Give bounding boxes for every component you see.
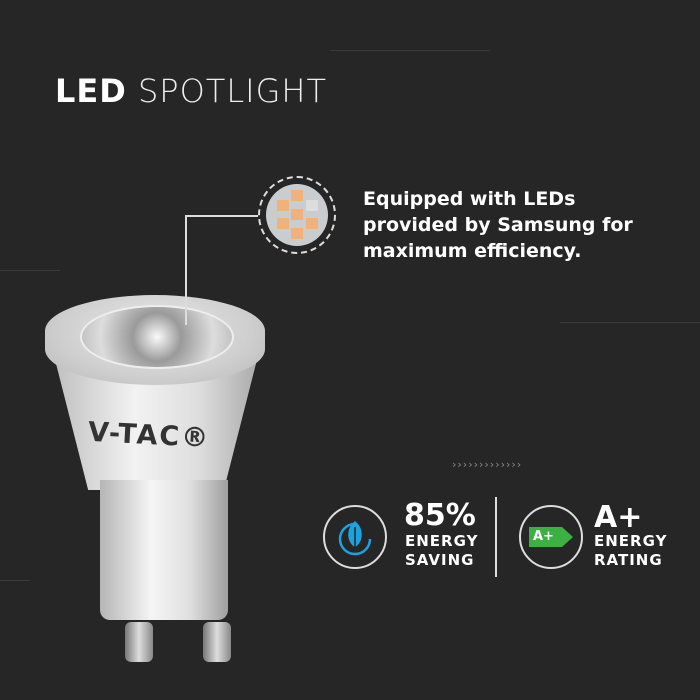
bulb-base: [100, 480, 228, 620]
divider: [495, 497, 497, 577]
leaf-plug-icon: [323, 505, 387, 569]
energy-rating-label: ENERGY RATING: [594, 532, 668, 569]
page-title: LED SPOTLIGHT: [55, 72, 327, 110]
bulb-pin: [125, 622, 153, 662]
leader-line: [186, 215, 258, 217]
energy-rating-value: A+: [594, 500, 643, 535]
feature-text: Equipped with LEDs provided by Samsung f…: [363, 188, 633, 262]
energy-saving-label: ENERGY SAVING: [405, 532, 479, 569]
bulb-pin: [203, 622, 231, 662]
leader-line: [185, 215, 187, 325]
decorative-arrows: ›››››››››››››: [452, 458, 523, 471]
title-light: SPOTLIGHT: [137, 72, 327, 110]
brand-logo: V-TAC®: [87, 416, 211, 455]
title-bold: LED: [55, 72, 127, 110]
led-chip-icon: [258, 176, 336, 254]
energy-saving-value: 85%: [404, 498, 476, 533]
energy-class-icon: A+: [519, 505, 583, 569]
bulb-lens: [80, 305, 234, 369]
energy-class-badge: A+: [529, 527, 573, 547]
